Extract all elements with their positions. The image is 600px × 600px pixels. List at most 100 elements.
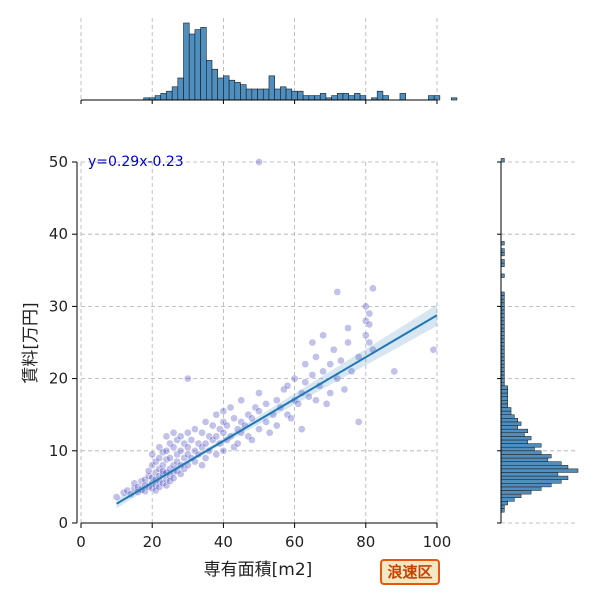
top-hist-bar	[223, 75, 230, 101]
x-tick-label: 100	[423, 533, 452, 551]
top-hist-bar	[206, 60, 213, 101]
right-hist-bar	[500, 371, 505, 376]
right-hist-bar	[500, 457, 549, 462]
scatter-point	[297, 425, 306, 433]
top-hist-bar	[183, 22, 190, 101]
right-hist-bar	[500, 248, 505, 253]
right-hist-bar	[500, 306, 505, 311]
scatter-point	[198, 461, 206, 470]
y-tick-label: 30	[49, 297, 68, 315]
scatter-point	[183, 374, 192, 383]
right-hist-bar	[500, 309, 505, 314]
scatter-point	[301, 360, 310, 369]
right-hist-bar	[500, 262, 505, 267]
right-hist-bar	[500, 316, 505, 322]
scatter-point	[344, 338, 352, 347]
right-hist-bar	[500, 392, 508, 397]
right-hist-bar	[500, 345, 505, 350]
right-hist-bar	[500, 418, 518, 423]
right-hist-bar	[500, 400, 508, 405]
top-hist-bar	[354, 93, 361, 101]
y-axis-label: 賃料[万円]	[21, 302, 41, 383]
top-hist-bar	[291, 90, 298, 101]
scatter-point	[219, 446, 228, 455]
top-hist-bar	[302, 95, 310, 101]
scatter-point	[201, 418, 210, 426]
top-hist-bar	[217, 77, 224, 101]
top-hist-bar	[194, 29, 201, 101]
right-hist-bar	[500, 349, 505, 354]
right-hist-bar	[500, 158, 505, 163]
scatter-point	[233, 439, 242, 448]
scatter-point	[272, 421, 281, 430]
top-hist-bar	[337, 93, 344, 101]
top-hist-bar	[428, 95, 435, 101]
y-tick-label: 10	[49, 442, 68, 460]
right-hist-bar	[500, 483, 552, 488]
scatter-point	[183, 443, 192, 452]
right-hist-bar	[500, 381, 505, 387]
right-hist-bar	[500, 252, 505, 257]
x-tick-label: 0	[76, 533, 86, 551]
right-hist-bar	[500, 335, 505, 340]
top-hist-bar	[399, 93, 406, 101]
scatter-point	[340, 385, 349, 394]
scatter-point	[319, 331, 327, 340]
scatter-point	[265, 428, 274, 437]
scatter-point	[237, 396, 246, 405]
right-hist-bar	[500, 472, 559, 477]
right-hist-bar	[500, 493, 522, 498]
scatter-point	[248, 414, 256, 423]
scatter-point	[333, 288, 342, 296]
right-hist-bar	[500, 454, 552, 459]
scatter-point	[329, 345, 338, 354]
right-hist-bar	[500, 414, 515, 419]
top-hist-bar	[234, 82, 241, 101]
top-hist-bar	[342, 93, 350, 101]
right-hist-bar	[500, 403, 508, 408]
right-hist-bar	[500, 374, 505, 379]
right-hist-bar	[500, 324, 505, 329]
scatter-point	[287, 414, 295, 423]
right-hist-bar	[500, 389, 508, 394]
top-hist-bar	[211, 68, 219, 101]
right-hist-bar	[500, 504, 505, 509]
top-hist-bar	[240, 84, 247, 101]
top-hist-bar	[200, 27, 207, 101]
right-hist-bar	[500, 450, 542, 455]
scatter-point	[369, 284, 377, 293]
top-hist-bar	[285, 88, 293, 101]
axes: 0 20 40 60 80 100 0 10 20 30 40 50	[49, 153, 451, 551]
scatter-point	[169, 428, 178, 437]
top-hist-bar	[188, 33, 196, 101]
right-hist-bar	[500, 497, 515, 502]
top-hist-bar	[382, 95, 389, 101]
right-hist-bar	[500, 331, 505, 336]
scatter-point	[262, 400, 270, 408]
scatter-point	[390, 367, 399, 376]
right-hist-bar	[500, 396, 508, 401]
scatter-point	[429, 345, 438, 354]
regression-confidence-band	[116, 304, 437, 509]
right-hist-bar	[500, 320, 505, 325]
scatter-point	[301, 378, 310, 387]
scatter-point	[319, 367, 327, 376]
top-hist-bar	[154, 95, 162, 101]
scatter-point	[262, 418, 270, 426]
right-hist-bar	[500, 421, 522, 426]
right-hist-bar	[500, 443, 542, 448]
top-hist-bar	[257, 88, 264, 101]
top-hist-bar	[177, 77, 184, 101]
scatter-point	[337, 356, 345, 365]
scatter-point	[294, 400, 303, 408]
scatter-point	[365, 320, 374, 329]
right-hist-bar	[500, 446, 535, 452]
scatter-point	[159, 461, 167, 470]
top-hist-bar	[166, 90, 173, 101]
scatter-point	[312, 353, 320, 361]
scatter-point	[248, 436, 256, 444]
scatter-point	[365, 338, 374, 347]
right-hist-bar	[500, 508, 505, 513]
top-hist-bar	[262, 88, 270, 101]
